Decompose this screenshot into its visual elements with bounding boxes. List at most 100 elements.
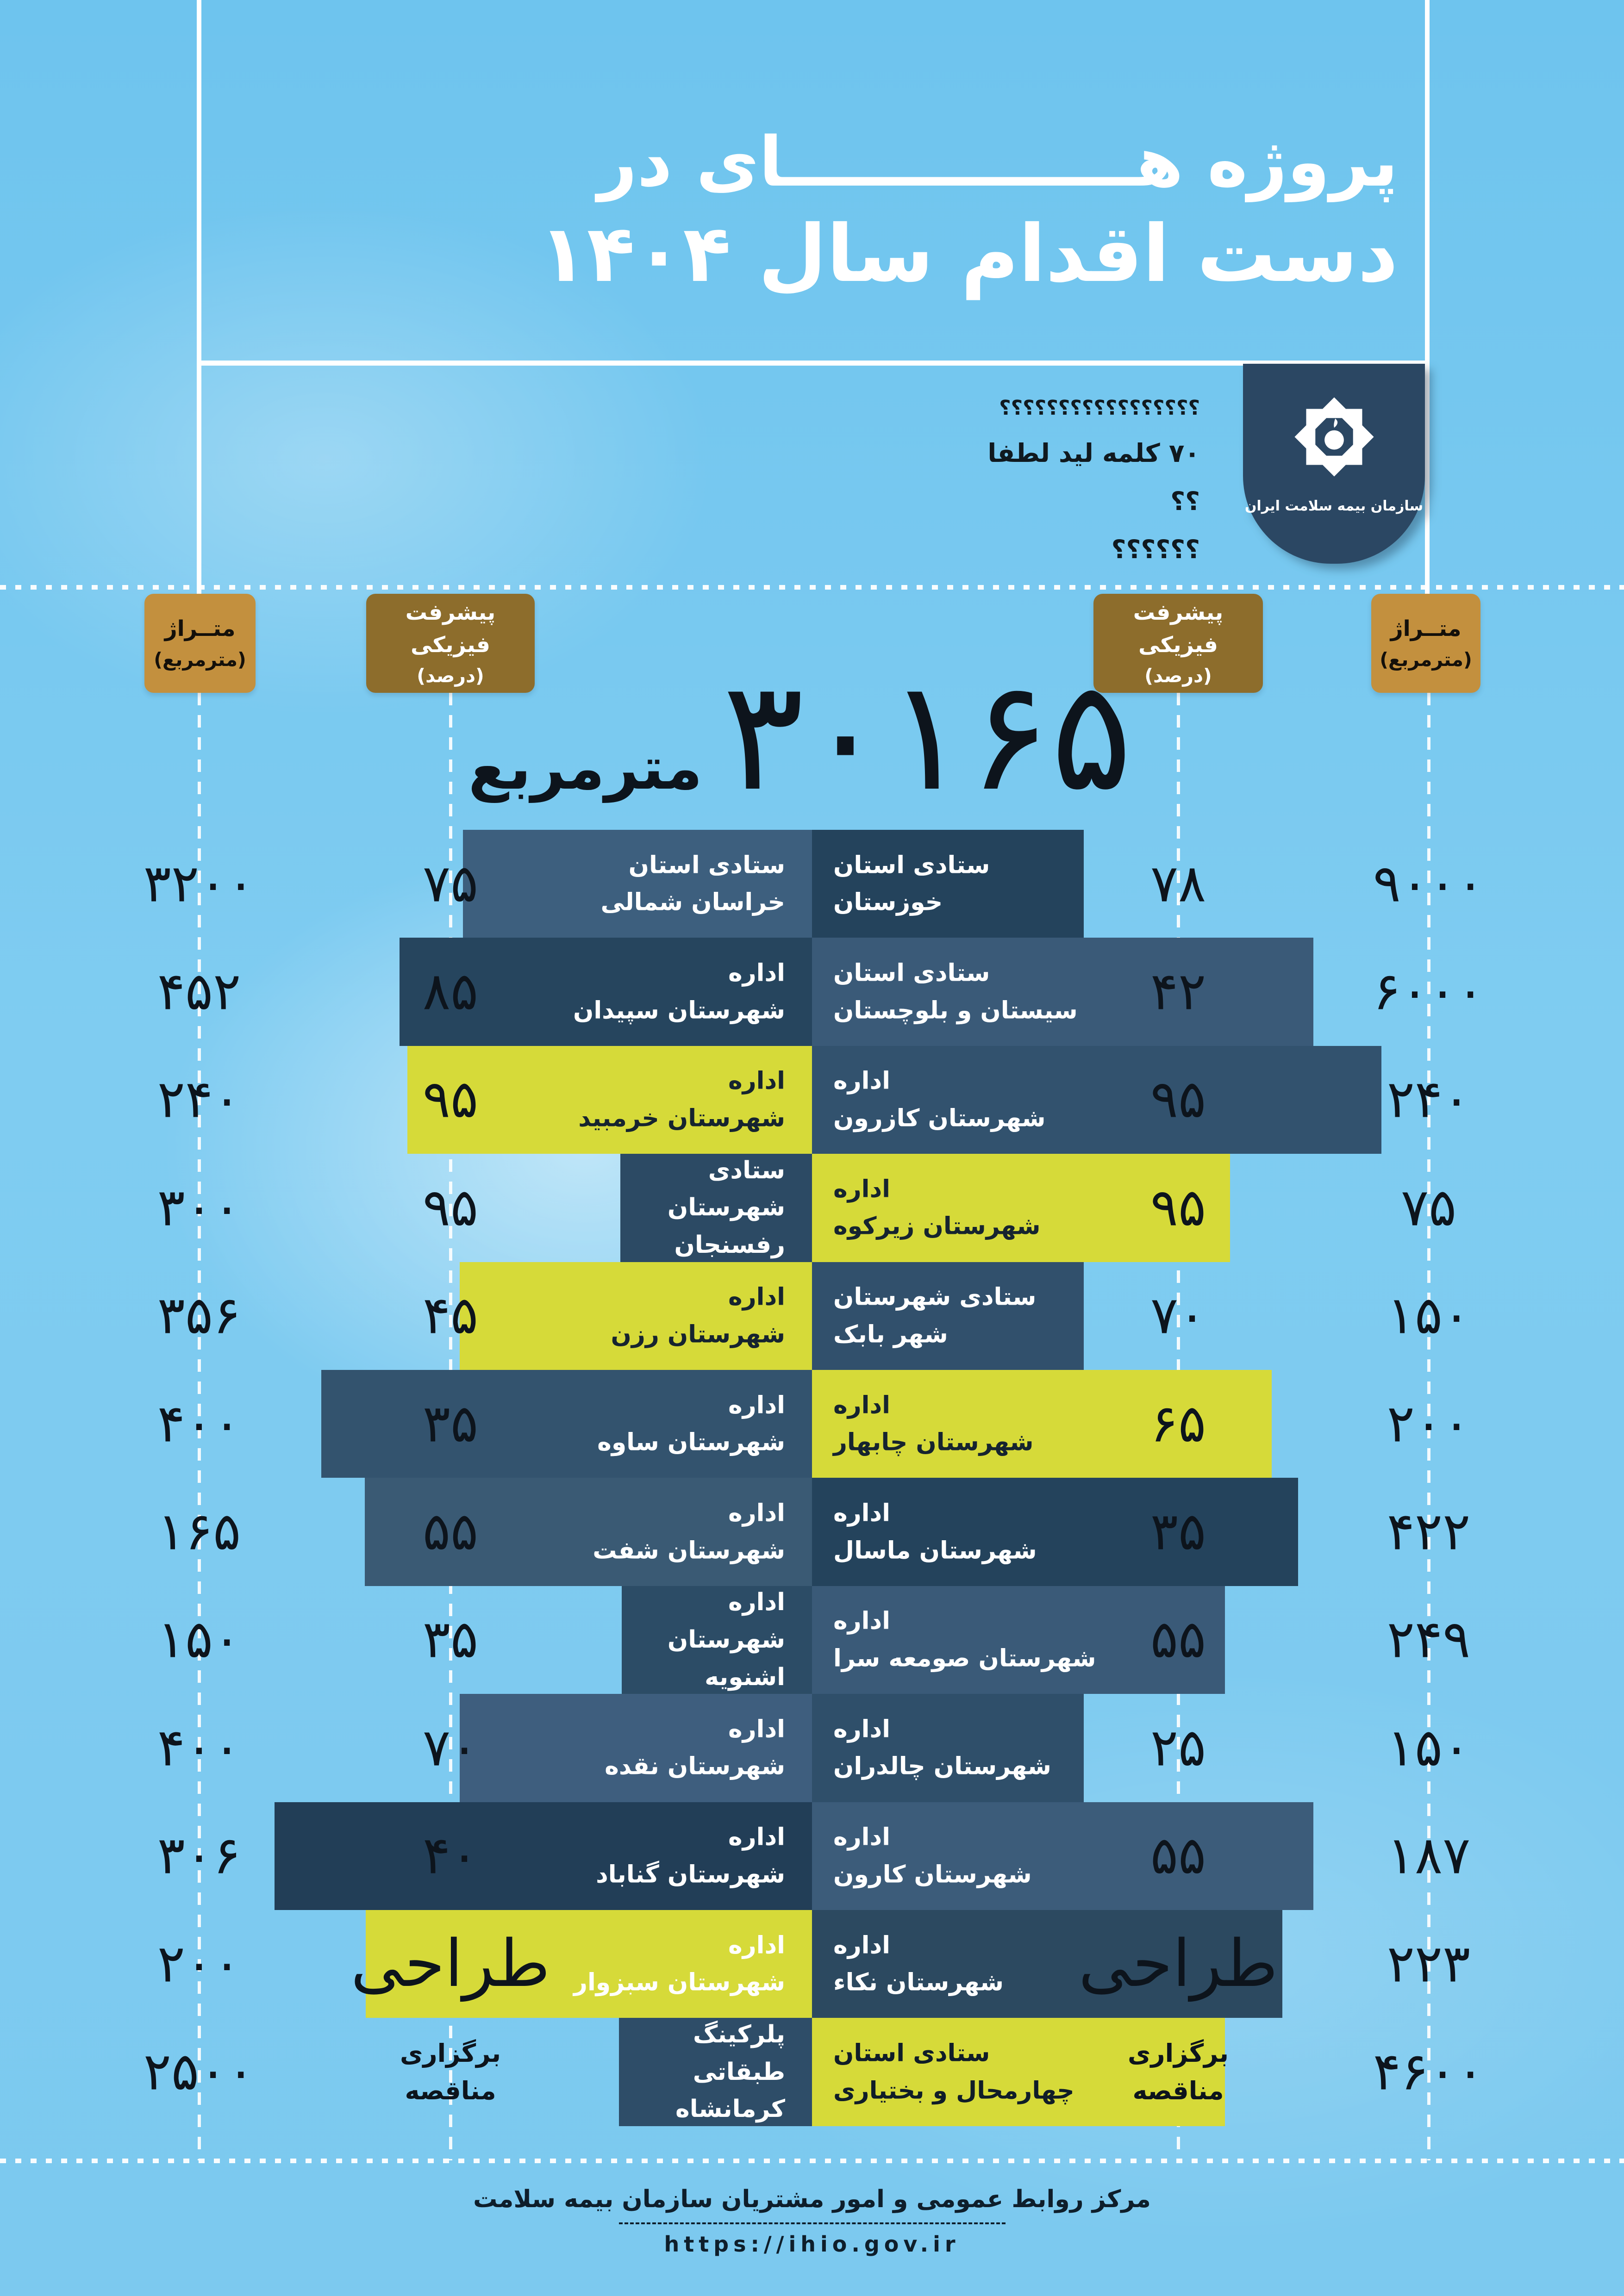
progress-value-left: ۴۰ [422, 1825, 479, 1886]
lead-placeholder-line4: ؟؟؟؟؟؟ [1111, 535, 1200, 564]
project-name-right: اداره شهرستان صومعه سرا [833, 1607, 1096, 1673]
progress-value-left: طراحی [350, 1926, 550, 2002]
header-progress-label: پیشرفت فیزیکی [1133, 599, 1224, 658]
progress-value-right: ۵۵ [1150, 1825, 1206, 1886]
project-name-right: اداره شهرستان چابهار [833, 1391, 1034, 1456]
area-value-right: ۴۶۰۰ [1373, 2041, 1485, 2102]
progress-value-right: ۴۲ [1150, 961, 1206, 1022]
progress-value-left: ۸۵ [422, 961, 479, 1022]
header-area-unit: (مترمربع) [154, 648, 246, 671]
progress-value-right: برگزاری مناقصه [1128, 2038, 1229, 2105]
project-box-right: ستادی شهرستان شهر بابک [812, 1262, 1084, 1370]
area-value-left: ۱۵۰ [157, 1609, 241, 1670]
area-value-right: ۴۲۲ [1387, 1501, 1471, 1562]
project-name-left: اداره شهرستان خرمبید [578, 1067, 785, 1132]
project-name-right: ستادی استان خوزستان [833, 851, 990, 916]
table-row: اداره شهرستان ساوه اداره شهرستان چابهار … [0, 1369, 1624, 1478]
project-name-right: اداره شهرستان نکاء [833, 1931, 1004, 1997]
project-box-right: اداره شهرستان کازرون [812, 1045, 1381, 1154]
area-value-right: ۲۴۹ [1387, 1609, 1471, 1670]
project-name-right: اداره شهرستان کازرون [833, 1067, 1046, 1132]
progress-value-left: ۳۵ [422, 1609, 479, 1670]
progress-value-right: ۳۵ [1150, 1501, 1206, 1562]
project-box-left: پلرکینگ طبقاتی کرمانشاه [619, 2018, 812, 2126]
table-row: اداره شهرستان سبزوار اداره شهرستان نکاء … [0, 1910, 1624, 2018]
progress-value-right: طراحی [1078, 1926, 1278, 2002]
table-top-dotted-line [0, 585, 1624, 590]
progress-value-left: ۹۵ [422, 1069, 479, 1130]
project-box-left: اداره شهرستان سپیدان [400, 938, 812, 1046]
lead-placeholder-line2: ۷۰ کلمه لید لطفا [987, 438, 1200, 468]
project-box-right: اداره شهرستان زیرکوه [812, 1154, 1230, 1262]
progress-value-right: ۷۸ [1150, 853, 1206, 914]
title-separator-line [199, 361, 1427, 366]
project-name-right: ستادی استان سیستان و بلوچستان [833, 959, 1078, 1025]
project-box-left: اداره شهرستان نقده [460, 1694, 812, 1802]
project-box-right: ستادی استان چهارمحال و بختیاری [812, 2018, 1225, 2126]
progress-value-left: ۵۵ [422, 1501, 479, 1562]
area-value-left: ۳۲۰۰ [143, 853, 255, 914]
header-progress-unit: (درصد) [417, 664, 484, 687]
area-value-right: ۱۵۰ [1387, 1717, 1471, 1778]
project-box-left: اداره شهرستان سبزوار [366, 1910, 812, 2018]
header-area-left: متــراژ (مترمربع) [144, 594, 256, 693]
progress-value-right: ۵۵ [1150, 1609, 1206, 1670]
progress-value-right: ۹۵ [1150, 1177, 1206, 1238]
table-row: اداره شهرستان شفت اداره شهرستان ماسال ۱۶… [0, 1478, 1624, 1586]
area-value-right: ۲۴۰ [1387, 1069, 1471, 1130]
table-row: اداره شهرستان سپیدان ستادی استان سیستان … [0, 938, 1624, 1046]
progress-value-right: ۹۵ [1150, 1069, 1206, 1130]
total-area-value: ۳۰۱۶۵ [722, 647, 1133, 825]
project-box-left: اداره شهرستان شفت [365, 1478, 812, 1586]
project-name-right: اداره شهرستان زیرکوه [833, 1175, 1041, 1240]
projects-table: ستادی استان خراسان شمالی ستادی استان خوز… [0, 830, 1624, 2126]
project-name-left: اداره شهرستان شفت [593, 1499, 785, 1565]
header-progress-unit: (درصد) [1144, 664, 1212, 687]
footer: مرکز روابط عمومی و امور مشتریان سازمان ب… [0, 2185, 1624, 2257]
project-name-right: ستادی استان چهارمحال و بختیاری [833, 2039, 1074, 2104]
total-area-unit: مترمربع [468, 734, 703, 803]
progress-value-left: ۹۵ [422, 1177, 479, 1238]
project-box-right: ستادی استان خوزستان [812, 830, 1084, 938]
table-row: ستادی شهرستان رفسنجان اداره شهرستان زیرک… [0, 1154, 1624, 1262]
footer-url-link[interactable]: https://ihio.gov.ir [664, 2232, 960, 2257]
progress-value-right: ۶۵ [1150, 1394, 1206, 1454]
page-title-line2: دست اقدام سال ۱۴۰۴ [538, 208, 1398, 300]
project-name-left: اداره شهرستان سپیدان [573, 959, 785, 1025]
project-name-right: اداره شهرستان چالدران [833, 1715, 1051, 1780]
project-box-left: اداره شهرستان اشنویه [622, 1586, 812, 1694]
header-area-right: متــراژ (مترمربع) [1371, 594, 1480, 693]
project-name-left: ستادی شهرستان رفسنجان [667, 1156, 785, 1259]
lead-placeholder-line3: ؟؟ [1170, 486, 1200, 516]
project-box-left: اداره شهرستان رزن [460, 1262, 812, 1370]
total-area: ۳۰۱۶۵ مترمربع [0, 647, 1601, 825]
project-box-right: اداره شهرستان ماسال [812, 1478, 1298, 1586]
footer-org-name: مرکز روابط عمومی و امور مشتریان سازمان ب… [473, 2185, 1151, 2213]
project-name-right: اداره شهرستان کارون [833, 1823, 1032, 1889]
table-row: پلرکینگ طبقاتی کرمانشاه ستادی استان چهار… [0, 2018, 1624, 2126]
project-box-right: اداره شهرستان صومعه سرا [812, 1586, 1225, 1694]
project-name-left: اداره شهرستان سبزوار [574, 1931, 785, 1997]
project-name-left: اداره شهرستان رزن [611, 1283, 785, 1349]
header-area-unit: (مترمربع) [1380, 648, 1472, 671]
logo-caption: سازمان بیمه سلامت ایران [1244, 498, 1424, 514]
progress-value-right: ۷۰ [1150, 1285, 1206, 1346]
area-value-right: ۱۵۰ [1387, 1285, 1471, 1346]
table-row: ستادی استان خراسان شمالی ستادی استان خوز… [0, 830, 1624, 938]
project-name-left: ستادی استان خراسان شمالی [600, 851, 785, 916]
page-title-line1: پروژه هـــــــــــــــای در [597, 122, 1398, 202]
area-value-right: ۲۲۳ [1387, 1934, 1471, 1994]
area-value-left: ۴۰۰ [157, 1394, 241, 1454]
header-area-label: متــراژ [1390, 616, 1462, 641]
project-name-left: اداره شهرستان ساوه [597, 1391, 785, 1456]
project-box-right: اداره شهرستان کارون [812, 1802, 1313, 1910]
header-progress-left: پیشرفت فیزیکی (درصد) [366, 594, 535, 693]
health-insurance-emblem-icon [1283, 364, 1385, 490]
project-box-left: ستادی شهرستان رفسنجان [620, 1154, 812, 1262]
table-row: اداره شهرستان نقده اداره شهرستان چالدران… [0, 1694, 1624, 1802]
lead-placeholder-line1: ؟؟؟؟؟؟؟؟؟؟؟؟؟؟؟؟؟ [999, 396, 1200, 420]
progress-value-left: برگزاری مناقصه [400, 2038, 501, 2105]
area-value-right: ۱۸۷ [1387, 1825, 1471, 1886]
project-name-left: اداره شهرستان اشنویه [667, 1588, 785, 1691]
